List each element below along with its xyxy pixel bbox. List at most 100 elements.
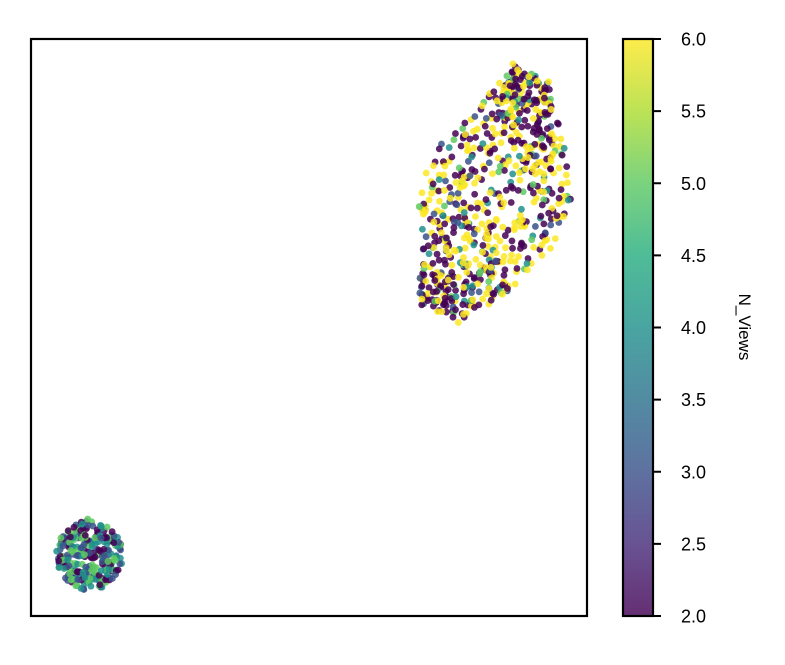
scatter-point [431,232,439,240]
colorbar-tick-label: 4.5 [681,246,706,266]
scatter-point [518,72,526,80]
scatter-point [110,539,118,547]
scatter-point [469,296,477,304]
scatter-point [499,281,506,289]
colorbar-tick-label: 2.0 [681,607,706,627]
scatter-point [496,162,504,170]
scatter-point [490,88,498,96]
scatter-point [500,199,508,207]
scatter-point [471,179,478,187]
scatter-point [486,149,494,157]
scatter-point [452,130,459,137]
scatter-point [540,177,548,185]
scatter-point [442,177,449,185]
scatter-point [516,211,524,219]
scatter-point [441,186,448,194]
scatter-point [533,121,541,129]
scatter-point [500,253,508,260]
scatter-point [541,94,548,102]
scatter-point [564,196,572,204]
scatter-point [514,136,522,144]
scatter-point [102,576,109,584]
scatter-point [472,133,480,141]
scatter-point [441,202,448,210]
scatter-point [452,293,460,301]
scatter-point [460,199,468,207]
scatter-point [531,140,539,148]
scatter-point [470,144,478,152]
scatter-point [503,72,511,80]
scatter-point [515,253,522,260]
scatter-point [422,277,430,285]
scatter-point [440,171,448,179]
scatter-point [543,125,551,133]
scatter-point [489,124,496,132]
scatter-point [555,200,563,208]
scatter-point [472,213,479,220]
scatter-point [496,237,504,245]
scatter-point [515,116,523,124]
scatter-point [540,196,548,204]
scatter-point [526,79,534,87]
scatter-point [429,260,437,267]
scatter-point [436,197,443,205]
scatter-point [523,107,531,114]
scatter-point [67,547,75,554]
scatter-point [422,169,430,177]
scatter-point [547,221,555,229]
scatter-point [470,274,478,281]
scatter-point [517,223,525,230]
scatter-point [461,244,469,252]
scatter-point [535,158,543,166]
scatter-point [471,168,479,175]
scatter-point [547,106,555,113]
scatter-point [441,220,449,228]
scatter-point [483,230,491,238]
scatter-point [435,256,443,264]
scatter-point [538,241,546,249]
scatter-point [521,116,529,124]
scatter-point [487,263,495,271]
scatter-point [547,165,554,173]
scatter-point [555,164,563,172]
scatter-point [460,209,468,216]
scatter-point [509,184,517,192]
scatter-point [489,170,496,178]
scatter-point [511,219,519,227]
scatter-point [441,162,449,170]
scatter-point [505,157,513,165]
colorbar-tick-label: 3.0 [681,462,706,482]
scatter-point [420,271,428,279]
scatter-point [449,313,457,321]
scatter-point [547,245,554,252]
scatter-point [441,294,449,302]
scatter-point [525,89,533,97]
scatter-point [64,527,72,535]
scatter-point [64,556,71,564]
scatter-point [531,223,539,230]
scatter-point [53,547,61,555]
scatter-point [536,168,544,176]
scatter-point [470,230,478,238]
scatter-point [100,552,108,560]
scatter-point [455,273,462,281]
scatter-point [451,171,459,179]
scatter-point [97,567,105,575]
scatter-point [528,236,536,244]
scatter-point [482,114,490,122]
scatter-point [450,229,457,237]
scatter-point [421,261,428,269]
scatter-point [474,280,482,288]
scatter-point [430,218,438,226]
scatter-point [496,193,504,201]
scatter-point [511,224,518,232]
scatter-point [495,168,503,176]
scatter-point [474,174,482,182]
scatter-point [471,190,479,198]
scatter-point [425,250,433,258]
scatter-point [560,144,568,152]
scatter-point [470,241,478,249]
scatter-point [501,266,509,274]
